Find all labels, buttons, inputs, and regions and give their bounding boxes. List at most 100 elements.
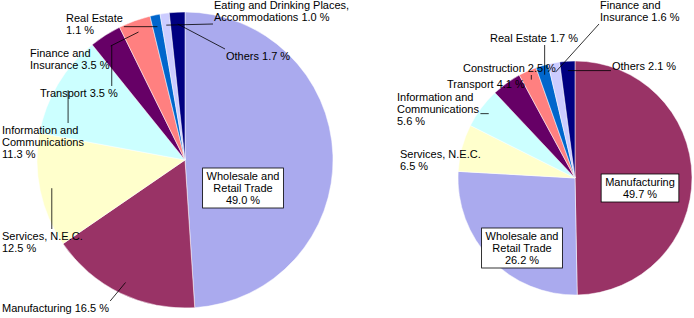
category-label: Wholesale and	[207, 170, 280, 182]
slice-label-group: Manufacturing16.5 %	[2, 282, 126, 314]
leader-line	[531, 75, 532, 80]
category-label: Transport	[447, 78, 494, 90]
slice-label: Transport3.5 %	[40, 87, 118, 99]
category-label: Retail Trade	[492, 242, 551, 254]
value-label: 11.3 %	[2, 148, 36, 160]
value-label: 1.7 %	[262, 50, 290, 62]
value-label: 2.5 %	[528, 62, 556, 74]
leader-line	[544, 45, 545, 75]
slice-label: Manufacturing16.5 %	[2, 302, 109, 314]
slice-label-group: Services, N.E.C.12.5 %	[2, 188, 83, 254]
category-label: Real Estate	[66, 12, 123, 24]
value-label: 1.6 %	[651, 11, 679, 23]
pie-slice	[169, 12, 185, 160]
leader-line	[111, 45, 112, 86]
slice-label-group: Manufacturing49.7 %	[601, 174, 679, 202]
value-label: 16.5 %	[75, 302, 109, 314]
slice-label-group: Real Estate1.1 %	[66, 12, 157, 36]
label-box	[203, 168, 284, 208]
slice-label: Information andCommunications11.3 %	[2, 124, 84, 160]
category-label: Information and	[2, 124, 78, 136]
chart-svg: Wholesale andRetail Trade49.0 %Manufactu…	[0, 0, 694, 318]
category-label: Insurance	[30, 59, 78, 71]
value-label: 12.5 %	[2, 242, 36, 254]
category-label: Construction	[463, 62, 525, 74]
slice-label: Eating and Drinking Places,Accommodation…	[214, 0, 349, 23]
category-label: Others	[612, 60, 646, 72]
slice-label: Others2.1 %	[612, 60, 676, 72]
slice-label: Services, N.E.C.6.5 %	[400, 148, 481, 172]
pie-slice	[560, 61, 575, 178]
category-label: Communications	[2, 136, 84, 148]
slice-label-group: Information andCommunications11.3 %	[2, 90, 84, 160]
slice-label-group: Wholesale andRetail Trade26.2 %	[482, 228, 563, 268]
value-label: 49.7 %	[623, 188, 657, 200]
category-label: Manufacturing	[2, 302, 72, 314]
pie-slice	[575, 61, 692, 295]
category-label: Services, N.E.C.	[400, 148, 481, 160]
value-label: 5.6 %	[397, 115, 425, 127]
pie	[458, 61, 692, 295]
category-label: Communications	[397, 103, 479, 115]
category-label: Manufacturing	[605, 176, 675, 188]
value-label: 3.5 %	[90, 87, 118, 99]
category-label: Insurance	[600, 11, 648, 23]
category-label: Others	[226, 50, 260, 62]
leader-line	[178, 24, 225, 49]
slice-label: Wholesale andRetail Trade26.2 %	[486, 230, 559, 266]
category-label: Services, N.E.C.	[2, 230, 83, 242]
labels: Wholesale andRetail Trade49.0 % Manufactu…	[2, 0, 349, 314]
value-label: 1.0 %	[301, 11, 329, 23]
slice-label-group: Information andCommunications5.6 %	[397, 91, 489, 127]
slice-label-group: Eating and Drinking Places,Accommodation…	[166, 0, 349, 25]
category-label: Accommodations	[214, 11, 299, 23]
labels: Manufacturing49.7 % Wholesale andRetail T…	[397, 0, 680, 268]
slice-label: Manufacturing49.7 %	[605, 176, 675, 200]
pie-slice	[185, 12, 333, 308]
slice-label-group: Real Estate1.7 %	[490, 32, 578, 75]
label-box	[482, 228, 563, 268]
value-label: 49.0 %	[226, 194, 260, 206]
category-label: Eating and Drinking Places,	[214, 0, 349, 11]
slice-label-group: Construction2.5 %	[463, 62, 556, 80]
category-label: Retail Trade	[213, 182, 272, 194]
label-box	[601, 174, 679, 202]
slice-label: Real Estate1.1 %	[66, 12, 123, 36]
category-label: Information and	[397, 91, 473, 103]
leader-line	[110, 282, 125, 301]
slice-label-group: Finance andInsurance1.6 %	[555, 0, 679, 72]
slice-label: Construction2.5 %	[463, 62, 556, 74]
leader-line	[124, 26, 158, 27]
pie-slice	[160, 13, 185, 160]
slice-label: Wholesale andRetail Trade49.0 %	[207, 170, 280, 206]
slice-label-group: Services, N.E.C.6.5 %	[400, 148, 481, 172]
leader-line	[111, 32, 139, 46]
slice-label: Transport4.1 %	[447, 78, 525, 90]
value-label: 1.1 %	[66, 24, 94, 36]
slice-label: Real Estate1.7 %	[490, 32, 578, 44]
slice-label: Finance andInsurance3.5 %	[30, 47, 110, 71]
leader-line	[51, 188, 52, 229]
pie-slice	[458, 171, 577, 295]
slice-label-group: Transport4.1 %	[447, 78, 525, 91]
leader-line	[480, 113, 488, 114]
leader-line	[555, 24, 599, 72]
slice-label-group: Finance andInsurance3.5 %	[30, 32, 139, 71]
slice-label-group: Others2.1 %	[568, 60, 676, 72]
value-label: 6.5 %	[400, 160, 428, 172]
slice-label: Finance andInsurance1.6 %	[600, 0, 680, 23]
value-label: 2.1 %	[648, 60, 676, 72]
category-label: Transport	[40, 87, 87, 99]
category-label: Finance and	[600, 0, 661, 11]
slice-label-group: Wholesale andRetail Trade49.0 %	[203, 168, 284, 208]
value-label: 1.7 %	[550, 32, 578, 44]
value-label: 3.5 %	[81, 59, 109, 71]
category-label: Wholesale and	[486, 230, 559, 242]
slice-label-group: Others1.7 %	[178, 24, 291, 62]
value-label: 26.2 %	[505, 254, 539, 266]
slice-label: Information andCommunications5.6 %	[397, 91, 479, 127]
category-label: Finance and	[30, 47, 91, 59]
value-label: 4.1 %	[497, 78, 525, 90]
category-label: Real Estate	[490, 32, 547, 44]
slice-label: Others1.7 %	[226, 50, 290, 62]
